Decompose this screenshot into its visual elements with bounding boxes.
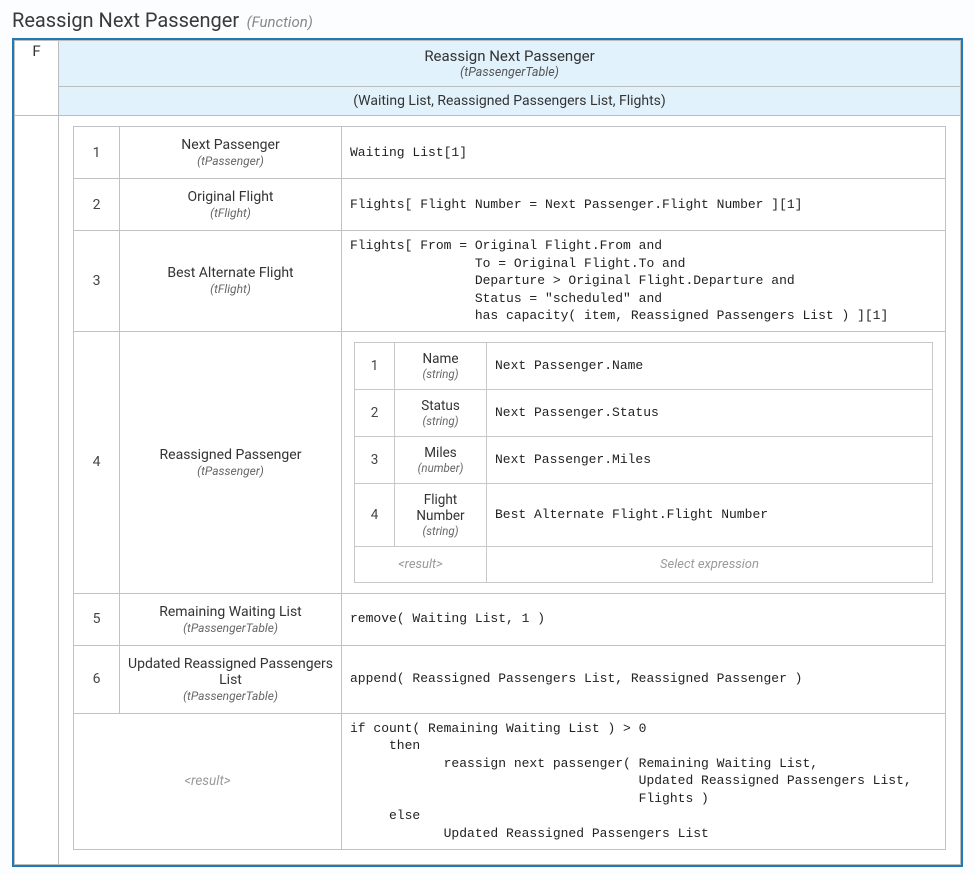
function-name: Reassign Next Passenger: [67, 47, 952, 65]
nested-label[interactable]: Name (string): [395, 342, 487, 389]
title-main: Reassign Next Passenger: [12, 8, 239, 32]
row-expr[interactable]: remove( Waiting List, 1 ): [342, 593, 946, 645]
function-box: F Reassign Next Passenger (tPassengerTab…: [12, 38, 963, 867]
context-row: 5 Remaining Waiting List (tPassengerTabl…: [74, 593, 946, 645]
nested-label[interactable]: Miles (number): [395, 436, 487, 483]
function-table: F Reassign Next Passenger (tPassengerTab…: [14, 40, 961, 865]
body-gutter: [15, 116, 59, 865]
function-params[interactable]: (Waiting List, Reassigned Passengers Lis…: [59, 87, 961, 116]
context-row: 3 Best Alternate Flight (tFlight) Flight…: [74, 231, 946, 332]
function-kind-cell: F: [15, 41, 59, 116]
nested-result-row: <result> Select expression: [355, 546, 933, 582]
row-expr[interactable]: Waiting List[1]: [342, 127, 946, 179]
row-nested: 1 Name (string) Next Passenger.Name: [342, 331, 946, 593]
nested-row: 4 Flight Number (string) Best Alternate …: [355, 483, 933, 546]
nested-num: 3: [355, 436, 395, 483]
nested-expr[interactable]: Next Passenger.Name: [487, 342, 933, 389]
nested-num: 1: [355, 342, 395, 389]
row-num: 3: [74, 231, 120, 332]
row-expr[interactable]: Flights[ From = Original Flight.From and…: [342, 231, 946, 332]
row-num: 2: [74, 179, 120, 231]
row-label[interactable]: Best Alternate Flight (tFlight): [120, 231, 342, 332]
page-title: Reassign Next Passenger (Function): [12, 8, 963, 32]
title-type: (Function): [247, 13, 313, 31]
context-row: 2 Original Flight (tFlight) Flights[ Fli…: [74, 179, 946, 231]
row-label[interactable]: Remaining Waiting List (tPassengerTable): [120, 593, 342, 645]
nested-expr[interactable]: Next Passenger.Miles: [487, 436, 933, 483]
context-row: 6 Updated Reassigned Passengers List (tP…: [74, 645, 946, 713]
row-label[interactable]: Reassigned Passenger (tPassenger): [120, 331, 342, 593]
context-row: 1 Next Passenger (tPassenger) Waiting Li…: [74, 127, 946, 179]
result-expr[interactable]: if count( Remaining Waiting List ) > 0 t…: [342, 713, 946, 849]
row-num: 5: [74, 593, 120, 645]
nested-label[interactable]: Flight Number (string): [395, 483, 487, 546]
function-params-text: (Waiting List, Reassigned Passengers Lis…: [67, 93, 952, 109]
nested-label[interactable]: Status (string): [395, 389, 487, 436]
row-label[interactable]: Original Flight (tFlight): [120, 179, 342, 231]
context-row: 4 Reassigned Passenger (tPassenger): [74, 331, 946, 593]
function-header[interactable]: Reassign Next Passenger (tPassengerTable…: [59, 41, 961, 87]
nested-result-label: <result>: [355, 546, 487, 582]
nested-num: 2: [355, 389, 395, 436]
nested-row: 2 Status (string) Next Passenger.Status: [355, 389, 933, 436]
nested-select-placeholder[interactable]: Select expression: [487, 546, 933, 582]
row-label[interactable]: Next Passenger (tPassenger): [120, 127, 342, 179]
row-num: 6: [74, 645, 120, 713]
row-num: 1: [74, 127, 120, 179]
nested-expr[interactable]: Best Alternate Flight.Flight Number: [487, 483, 933, 546]
row-num: 4: [74, 331, 120, 593]
nested-num: 4: [355, 483, 395, 546]
nested-row: 3 Miles (number) Next Passenger.Miles: [355, 436, 933, 483]
result-label: <result>: [74, 713, 342, 849]
row-label[interactable]: Updated Reassigned Passengers List (tPas…: [120, 645, 342, 713]
function-type: (tPassengerTable): [67, 65, 952, 80]
function-body: 1 Next Passenger (tPassenger) Waiting Li…: [59, 116, 961, 865]
nested-expr[interactable]: Next Passenger.Status: [487, 389, 933, 436]
nested-context-table: 1 Name (string) Next Passenger.Name: [354, 342, 933, 583]
row-expr[interactable]: append( Reassigned Passengers List, Reas…: [342, 645, 946, 713]
context-table: 1 Next Passenger (tPassenger) Waiting Li…: [73, 126, 946, 850]
result-row: <result> if count( Remaining Waiting Lis…: [74, 713, 946, 849]
nested-row: 1 Name (string) Next Passenger.Name: [355, 342, 933, 389]
row-expr[interactable]: Flights[ Flight Number = Next Passenger.…: [342, 179, 946, 231]
